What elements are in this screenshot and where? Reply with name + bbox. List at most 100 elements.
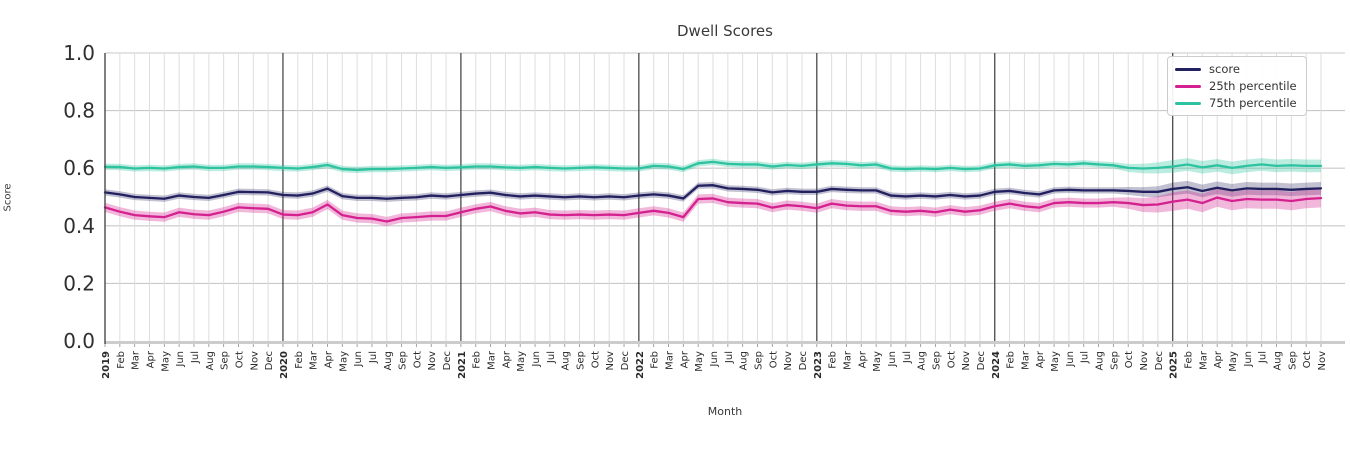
y-tick-label: 0.4: [63, 214, 95, 238]
y-tick-label: 1.0: [63, 41, 95, 65]
x-tick-label: Nov: [1139, 351, 1150, 371]
x-tick-label: Feb: [828, 351, 839, 369]
y-tick-label: 0.0: [63, 329, 95, 353]
x-tick-label: 2023: [813, 351, 824, 379]
x-tick-label: Sep: [931, 351, 942, 370]
p25-line-swatch: [1175, 84, 1201, 88]
x-tick-label: May: [338, 351, 349, 372]
x-tick-label: 2019: [101, 351, 112, 379]
x-tick-label: Feb: [650, 351, 661, 369]
x-tick-label: May: [694, 351, 705, 372]
legend-label: 25th percentile: [1209, 79, 1297, 93]
x-tick-label: Oct: [1302, 351, 1313, 368]
x-tick-label: Feb: [1006, 351, 1017, 369]
x-tick-label: Sep: [1109, 351, 1120, 370]
x-tick-label: May: [160, 351, 171, 372]
chart-title: Dwell Scores: [677, 22, 773, 40]
x-tick-label: Aug: [561, 351, 572, 371]
x-tick-label: Jun: [175, 351, 186, 368]
x-tick-label: Oct: [590, 351, 601, 368]
x-tick-label: Mar: [131, 350, 142, 370]
x-tick-label: May: [1228, 351, 1239, 372]
x-tick-label: Apr: [1213, 350, 1224, 368]
y-tick-label: 0.6: [63, 156, 95, 180]
score-line-swatch: [1175, 67, 1201, 71]
legend-item-score: score: [1175, 62, 1297, 76]
x-tick-label: Oct: [768, 351, 779, 368]
x-tick-label: Sep: [753, 351, 764, 370]
x-tick-label: Oct: [1124, 351, 1135, 368]
series-line-25th-percentile: [103, 196, 1323, 223]
legend: score 25th percentile 75th percentile: [1167, 56, 1307, 116]
x-tick-label: Mar: [665, 350, 676, 370]
x-tick-label: 2021: [457, 351, 468, 379]
x-tick-label: Mar: [1020, 350, 1031, 370]
x-tick-label: Aug: [917, 351, 928, 371]
x-tick-label: Mar: [309, 350, 320, 370]
x-tick-label: May: [872, 351, 883, 372]
x-tick-label: Jun: [709, 351, 720, 368]
x-tick-label: Apr: [323, 350, 334, 368]
x-tick-label: Jun: [1243, 351, 1254, 368]
x-tick-label: Dec: [976, 351, 987, 370]
x-axis-label: Month: [707, 405, 743, 418]
x-tick-label: 2020: [279, 351, 290, 379]
x-tick-label: Apr: [679, 350, 690, 368]
y-tick-label: 0.2: [63, 271, 95, 295]
x-tick-label: Jul: [1080, 351, 1091, 364]
x-tick-label: Sep: [398, 351, 409, 370]
x-tick-label: Jul: [1258, 351, 1269, 364]
x-tick-label: Nov: [1317, 351, 1328, 371]
x-tick-label: Aug: [383, 351, 394, 371]
series-line-75th-percentile: [103, 160, 1323, 172]
series-band-75th-percentile: [105, 158, 1321, 175]
x-tick-label: Apr: [501, 350, 512, 368]
x-tick-label: 2024: [991, 351, 1002, 379]
x-tick-label: Aug: [205, 351, 216, 371]
x-tick-label: Jun: [887, 351, 898, 368]
x-tick-label: Jun: [1065, 351, 1076, 368]
x-tick-label: Mar: [487, 350, 498, 370]
x-tick-label: Dec: [442, 351, 453, 370]
p75-line-swatch: [1175, 101, 1201, 105]
x-tick-label: Sep: [576, 351, 587, 370]
legend-item-75th-percentile: 75th percentile: [1175, 96, 1297, 110]
x-tick-label: Aug: [1095, 351, 1106, 371]
x-tick-label: Oct: [412, 351, 423, 368]
x-tick-label: Oct: [946, 351, 957, 368]
x-tick-label: 2025: [1169, 351, 1180, 379]
x-tick-label: Jul: [724, 351, 735, 364]
x-tick-label: Apr: [1035, 350, 1046, 368]
x-tick-label: Jul: [902, 351, 913, 364]
x-tick-label: Jul: [368, 351, 379, 364]
x-tick-label: Aug: [1273, 351, 1284, 371]
x-tick-label: Mar: [1198, 350, 1209, 370]
x-tick-label: Jun: [353, 351, 364, 368]
x-tick-label: Apr: [145, 350, 156, 368]
x-tick-label: Sep: [1287, 351, 1298, 370]
x-tick-label: Nov: [783, 351, 794, 371]
x-tick-label: Nov: [605, 351, 616, 371]
x-tick-label: Feb: [294, 351, 305, 369]
x-tick-label: Apr: [857, 350, 868, 368]
x-tick-label: Feb: [472, 351, 483, 369]
legend-label: 75th percentile: [1209, 96, 1297, 110]
legend-item-25th-percentile: 25th percentile: [1175, 79, 1297, 93]
x-tick-label: May: [516, 351, 527, 372]
x-tick-label: Jul: [190, 351, 201, 364]
legend-label: score: [1209, 62, 1240, 76]
y-tick-label: 0.8: [63, 99, 95, 123]
x-tick-label: 2022: [635, 351, 646, 379]
x-tick-label: Jul: [546, 351, 557, 364]
x-tick-label: Dec: [798, 351, 809, 370]
series-line-score: [103, 184, 1323, 200]
x-tick-label: Nov: [961, 351, 972, 371]
x-tick-label: Nov: [427, 351, 438, 371]
x-tick-label: Nov: [249, 351, 260, 371]
x-tick-label: Dec: [620, 351, 631, 370]
x-tick-label: Dec: [1154, 351, 1165, 370]
x-tick-label: Aug: [739, 351, 750, 371]
x-tick-label: Sep: [220, 351, 231, 370]
